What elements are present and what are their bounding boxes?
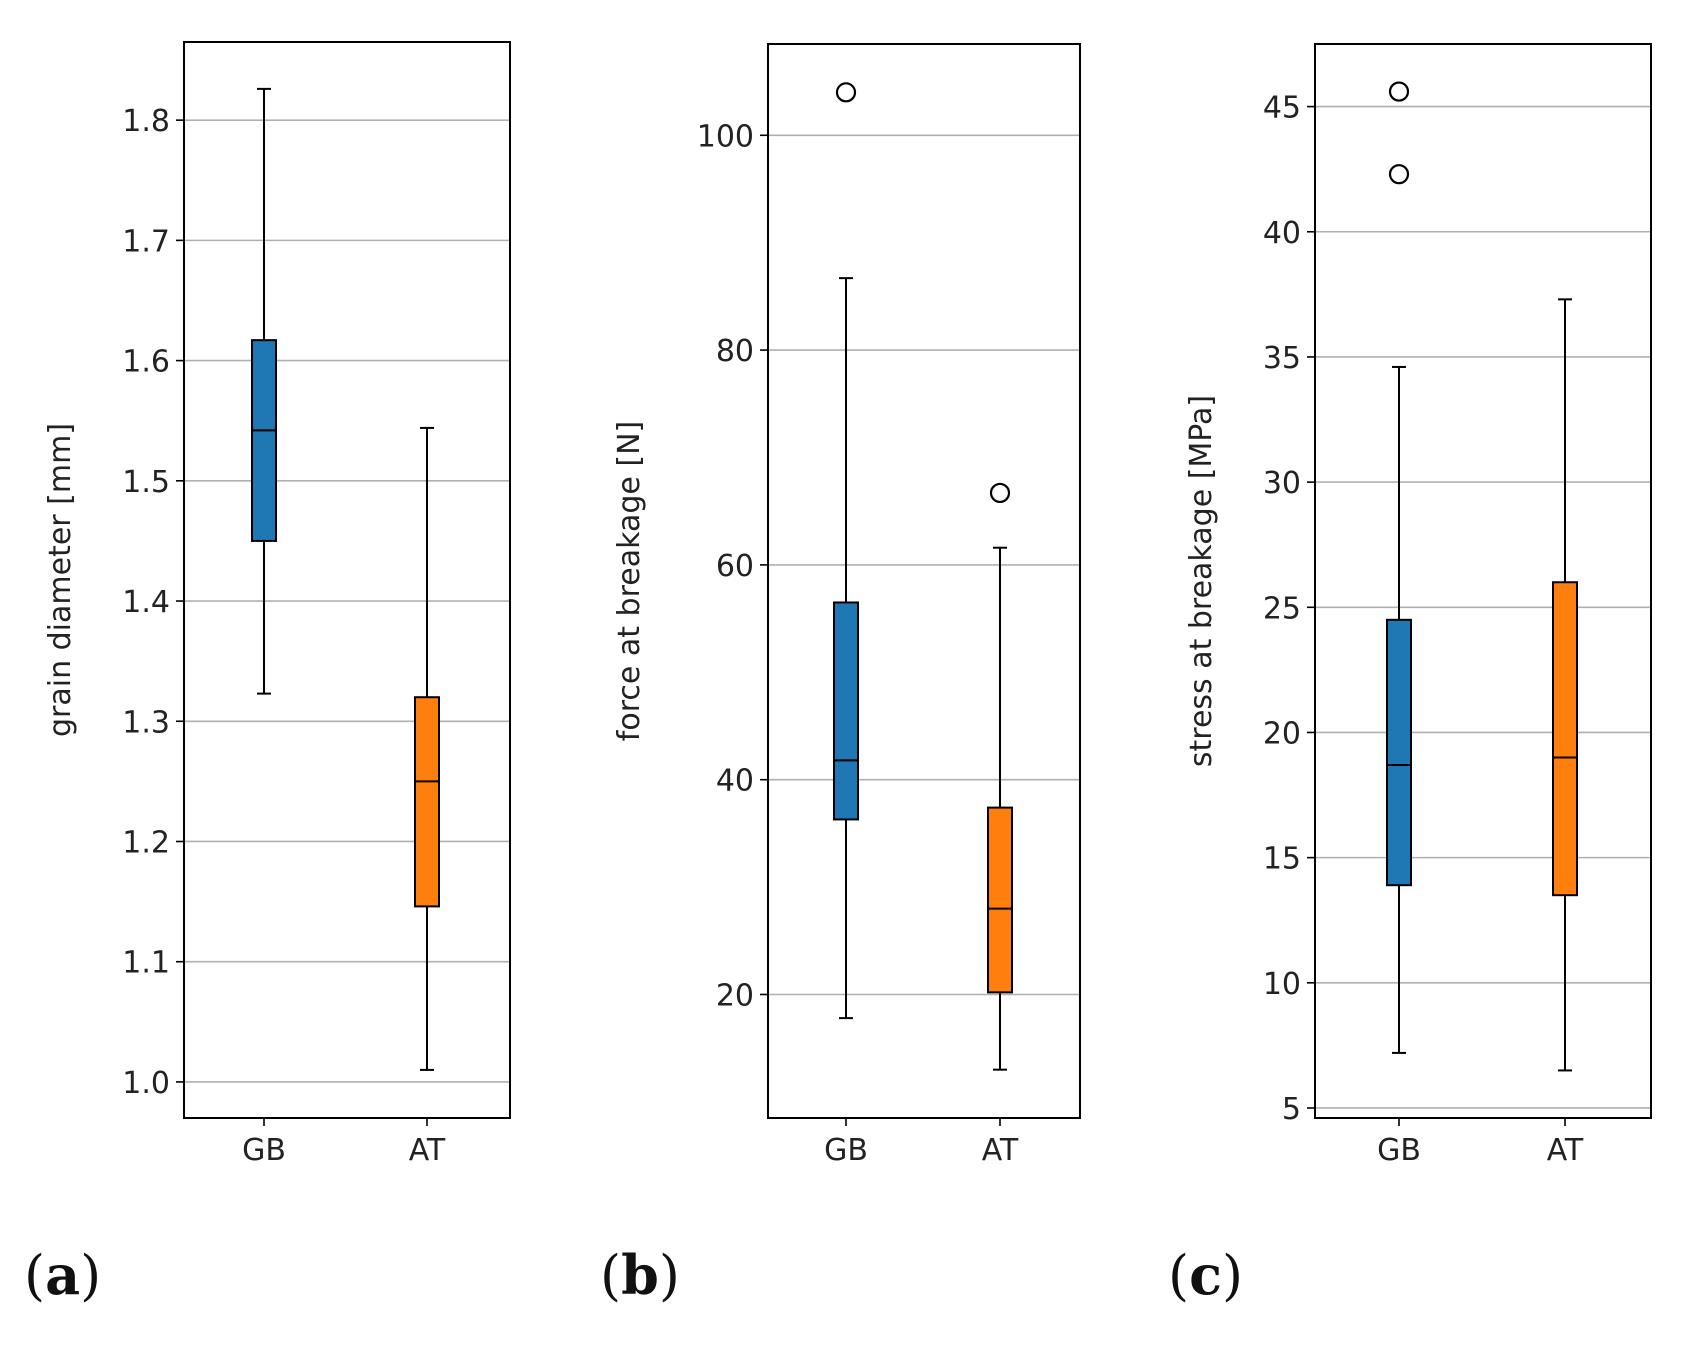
panel-a-label: (a) [24,1243,101,1307]
panel-c-letter: c [1189,1243,1222,1307]
panel-b-boxes [833,82,1013,1071]
panel-a-letter: a [45,1243,80,1307]
ytick-label: 1.8 [122,104,170,139]
ytick-label: 15 [1263,842,1301,877]
ytick-label: 1.2 [122,825,170,860]
ytick-label: 1.7 [122,224,170,259]
box-iqr [1552,581,1578,897]
ytick-label: 35 [1263,341,1301,376]
ytick-label: 10 [1263,967,1301,1002]
box-iqr [833,601,859,821]
box-at [987,482,1013,1071]
ytick-label: 1.0 [122,1066,170,1101]
box-iqr [1386,618,1412,887]
panel-c-yaxis: 5 10 15 20 25 30 35 40 45 [1263,91,1315,1127]
panel-c-frame [1314,43,1652,1119]
xtick-label: AT [982,1133,1019,1168]
panel-a: 1.0 1.1 1.2 1.3 1.4 1.5 1.6 1.7 1.8 GB AT grain d… [24,41,511,1307]
ytick-label: 1.1 [122,946,170,981]
panel-a-frame [183,41,511,1119]
panel-a-gridlines [184,119,510,1083]
panel-c-ylabel: stress at breakage [MPa] [1184,395,1219,767]
box-iqr [987,806,1013,994]
box-iqr [414,696,440,908]
panel-b-gridlines [768,134,1080,996]
ytick-label: 1.6 [122,345,170,380]
panel-b-ylabel: force at breakage [N] [612,421,647,741]
outlier-point [989,482,1011,504]
xtick-label: AT [409,1133,446,1168]
panel-a-xaxis: GB AT [242,1118,446,1168]
box-gb [251,87,277,695]
panel-a-boxes [251,87,440,1071]
ytick-label: 80 [716,334,754,369]
ytick-label: 20 [1263,716,1301,751]
ytick-label: 1.5 [122,465,170,500]
panel-b: 20 40 60 80 100 GB AT force at breakage [N] (… [600,43,1081,1307]
panel-b-label: (b) [600,1243,680,1307]
panel-b-yaxis: 20 40 60 80 100 [697,119,768,1013]
panel-c-label: (c) [1168,1243,1243,1307]
ytick-label: 1.3 [122,705,170,740]
box-gb [833,82,859,1020]
outlier-point [835,82,857,103]
ytick-label: 40 [1263,216,1301,251]
panel-c-xaxis: GB AT [1377,1118,1584,1168]
panel-c: 5 10 15 20 25 30 35 40 45 GB AT stress at breakag… [1168,43,1652,1307]
panel-a-yaxis: 1.0 1.1 1.2 1.3 1.4 1.5 1.6 1.7 1.8 [122,104,184,1101]
xtick-label: GB [242,1133,286,1168]
panel-c-gridlines [1315,105,1651,1109]
box-at [414,426,440,1071]
panel-b-frame [767,43,1081,1119]
panel-a-ylabel: grain diameter [mm] [43,423,78,737]
ytick-label: 30 [1263,466,1301,501]
ytick-label: 25 [1263,591,1301,626]
panel-c-boxes [1386,81,1578,1072]
xtick-label: GB [1377,1133,1421,1168]
ytick-label: 20 [716,978,754,1013]
box-gb [1386,81,1412,1054]
ytick-label: 45 [1263,91,1301,126]
box-at [1552,298,1578,1072]
panel-b-letter: b [621,1243,659,1307]
ytick-label: 100 [697,119,754,154]
ytick-label: 1.4 [122,585,170,620]
xtick-label: AT [1547,1133,1584,1168]
outlier-point [1388,81,1410,102]
panel-b-xaxis: GB AT [824,1118,1019,1168]
ytick-label: 60 [716,549,754,584]
outlier-point [1388,164,1410,185]
xtick-label: GB [824,1133,868,1168]
ytick-label: 40 [716,764,754,799]
ytick-label: 5 [1282,1092,1301,1127]
box-iqr [251,339,277,542]
